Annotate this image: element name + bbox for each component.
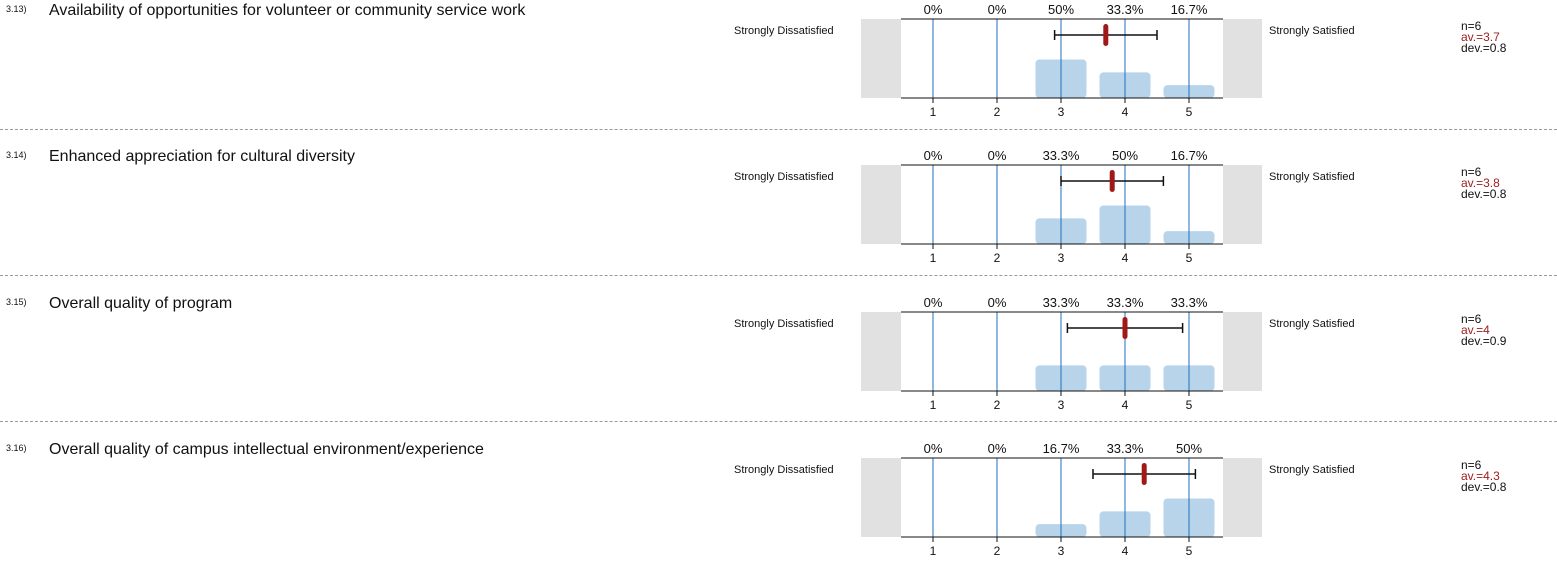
percent-label: 0% <box>924 441 943 456</box>
tick-label: 2 <box>994 105 1001 119</box>
tick-label: 5 <box>1186 544 1193 558</box>
left-scale-box <box>861 165 901 244</box>
stat-n: n=6 <box>1461 165 1482 179</box>
right-scale-box <box>1223 165 1262 244</box>
mean-marker <box>1103 24 1109 46</box>
tick-label: 1 <box>930 105 937 119</box>
percent-label: 0% <box>988 441 1007 456</box>
percent-label: 33.3% <box>1043 295 1080 310</box>
question-text: Availability of opportunities for volunt… <box>49 2 526 19</box>
tick-label: 2 <box>994 398 1001 412</box>
stat-average: av.=3.8 <box>1461 176 1500 190</box>
stats-block: n=6 av.=4.3 dev.=0.8 <box>1461 458 1507 494</box>
section-divider <box>0 421 1557 422</box>
section-divider <box>0 129 1557 130</box>
tick-label: 3 <box>1058 105 1065 119</box>
percent-label: 33.3% <box>1107 441 1144 456</box>
stat-deviation: dev.=0.8 <box>1461 480 1507 494</box>
percent-label: 0% <box>988 148 1007 163</box>
survey-item: 3.13) Availability of opportunities for v… <box>0 2 1557 149</box>
stat-average: av.=4.3 <box>1461 469 1500 483</box>
scale-right-label: Strongly Satisfied <box>1269 25 1355 37</box>
percent-label: 33.3% <box>1171 295 1208 310</box>
tick-label: 2 <box>994 544 1001 558</box>
tick-label: 4 <box>1122 398 1129 412</box>
tick-label: 5 <box>1186 251 1193 265</box>
question-number: 3.16) <box>6 443 27 453</box>
distribution-chart: 1 2 3 4 50% 0% 50% 33.3% 16.7% <box>861 2 1262 119</box>
distribution-chart: 1 2 3 4 50% 0% 33.3% 50% 16.7% <box>861 148 1262 265</box>
tick-label: 1 <box>930 544 937 558</box>
percent-label: 33.3% <box>1107 2 1144 17</box>
percent-label: 0% <box>988 295 1007 310</box>
percent-label: 50% <box>1176 441 1202 456</box>
scale-left-label: Strongly Dissatisfied <box>734 25 834 37</box>
mean-marker <box>1109 170 1115 192</box>
question-number: 3.15) <box>6 297 27 307</box>
survey-item: 3.14) Enhanced appreciation for cultural … <box>0 148 1557 295</box>
distribution-chart: 1 2 3 4 50% 0% 16.7% 33.3% 50% <box>861 441 1262 558</box>
tick-label: 3 <box>1058 544 1065 558</box>
stat-deviation: dev.=0.8 <box>1461 41 1507 55</box>
tick-label: 4 <box>1122 251 1129 265</box>
stats-block: n=6 av.=3.7 dev.=0.8 <box>1461 19 1507 55</box>
percent-label: 33.3% <box>1043 148 1080 163</box>
percent-label: 33.3% <box>1107 295 1144 310</box>
scale-right-label: Strongly Satisfied <box>1269 318 1355 330</box>
tick-label: 3 <box>1058 251 1065 265</box>
tick-label: 4 <box>1122 105 1129 119</box>
survey-item: 3.15) Overall quality of program Strongly … <box>0 295 1557 442</box>
scale-left-label: Strongly Dissatisfied <box>734 171 834 183</box>
question-text: Overall quality of program <box>49 295 233 312</box>
percent-label: 16.7% <box>1171 148 1208 163</box>
question-number: 3.13) <box>6 4 27 14</box>
right-scale-box <box>1223 458 1262 537</box>
scale-right-label: Strongly Satisfied <box>1269 464 1355 476</box>
percent-label: 16.7% <box>1171 2 1208 17</box>
stat-n: n=6 <box>1461 312 1482 326</box>
stat-average: av.=4 <box>1461 323 1490 337</box>
survey-results: 3.13) Availability of opportunities for v… <box>0 2 1557 558</box>
tick-label: 3 <box>1058 398 1065 412</box>
percent-label: 0% <box>924 148 943 163</box>
stat-deviation: dev.=0.8 <box>1461 187 1507 201</box>
tick-label: 5 <box>1186 398 1193 412</box>
scale-right-label: Strongly Satisfied <box>1269 171 1355 183</box>
question-text: Enhanced appreciation for cultural diver… <box>49 148 355 165</box>
tick-label: 1 <box>930 251 937 265</box>
mean-marker <box>1122 317 1128 339</box>
right-scale-box <box>1223 19 1262 98</box>
percent-label: 50% <box>1112 148 1138 163</box>
tick-label: 1 <box>930 398 937 412</box>
scale-left-label: Strongly Dissatisfied <box>734 318 834 330</box>
percent-label: 0% <box>988 2 1007 17</box>
tick-label: 2 <box>994 251 1001 265</box>
right-scale-box <box>1223 312 1262 391</box>
percent-label: 0% <box>924 2 943 17</box>
stat-deviation: dev.=0.9 <box>1461 334 1507 348</box>
scale-left-label: Strongly Dissatisfied <box>734 464 834 476</box>
stat-n: n=6 <box>1461 19 1482 33</box>
stat-average: av.=3.7 <box>1461 30 1500 44</box>
stats-block: n=6 av.=4 dev.=0.9 <box>1461 312 1507 348</box>
survey-item: 3.16) Overall quality of campus intellect… <box>0 441 1557 588</box>
tick-label: 5 <box>1186 105 1193 119</box>
tick-label: 4 <box>1122 544 1129 558</box>
stat-n: n=6 <box>1461 458 1482 472</box>
stats-block: n=6 av.=3.8 dev.=0.8 <box>1461 165 1507 201</box>
percent-label: 16.7% <box>1043 441 1080 456</box>
section-divider <box>0 275 1557 276</box>
left-scale-box <box>861 458 901 537</box>
left-scale-box <box>861 312 901 391</box>
question-text: Overall quality of campus intellectual e… <box>49 441 484 458</box>
distribution-chart: 1 2 3 4 5 0% 0% 33.3% 33.3% 33.3% <box>861 295 1262 412</box>
question-number: 3.14) <box>6 150 27 160</box>
percent-label: 50% <box>1048 2 1074 17</box>
left-scale-box <box>861 19 901 98</box>
mean-marker <box>1141 463 1147 485</box>
percent-label: 0% <box>924 295 943 310</box>
